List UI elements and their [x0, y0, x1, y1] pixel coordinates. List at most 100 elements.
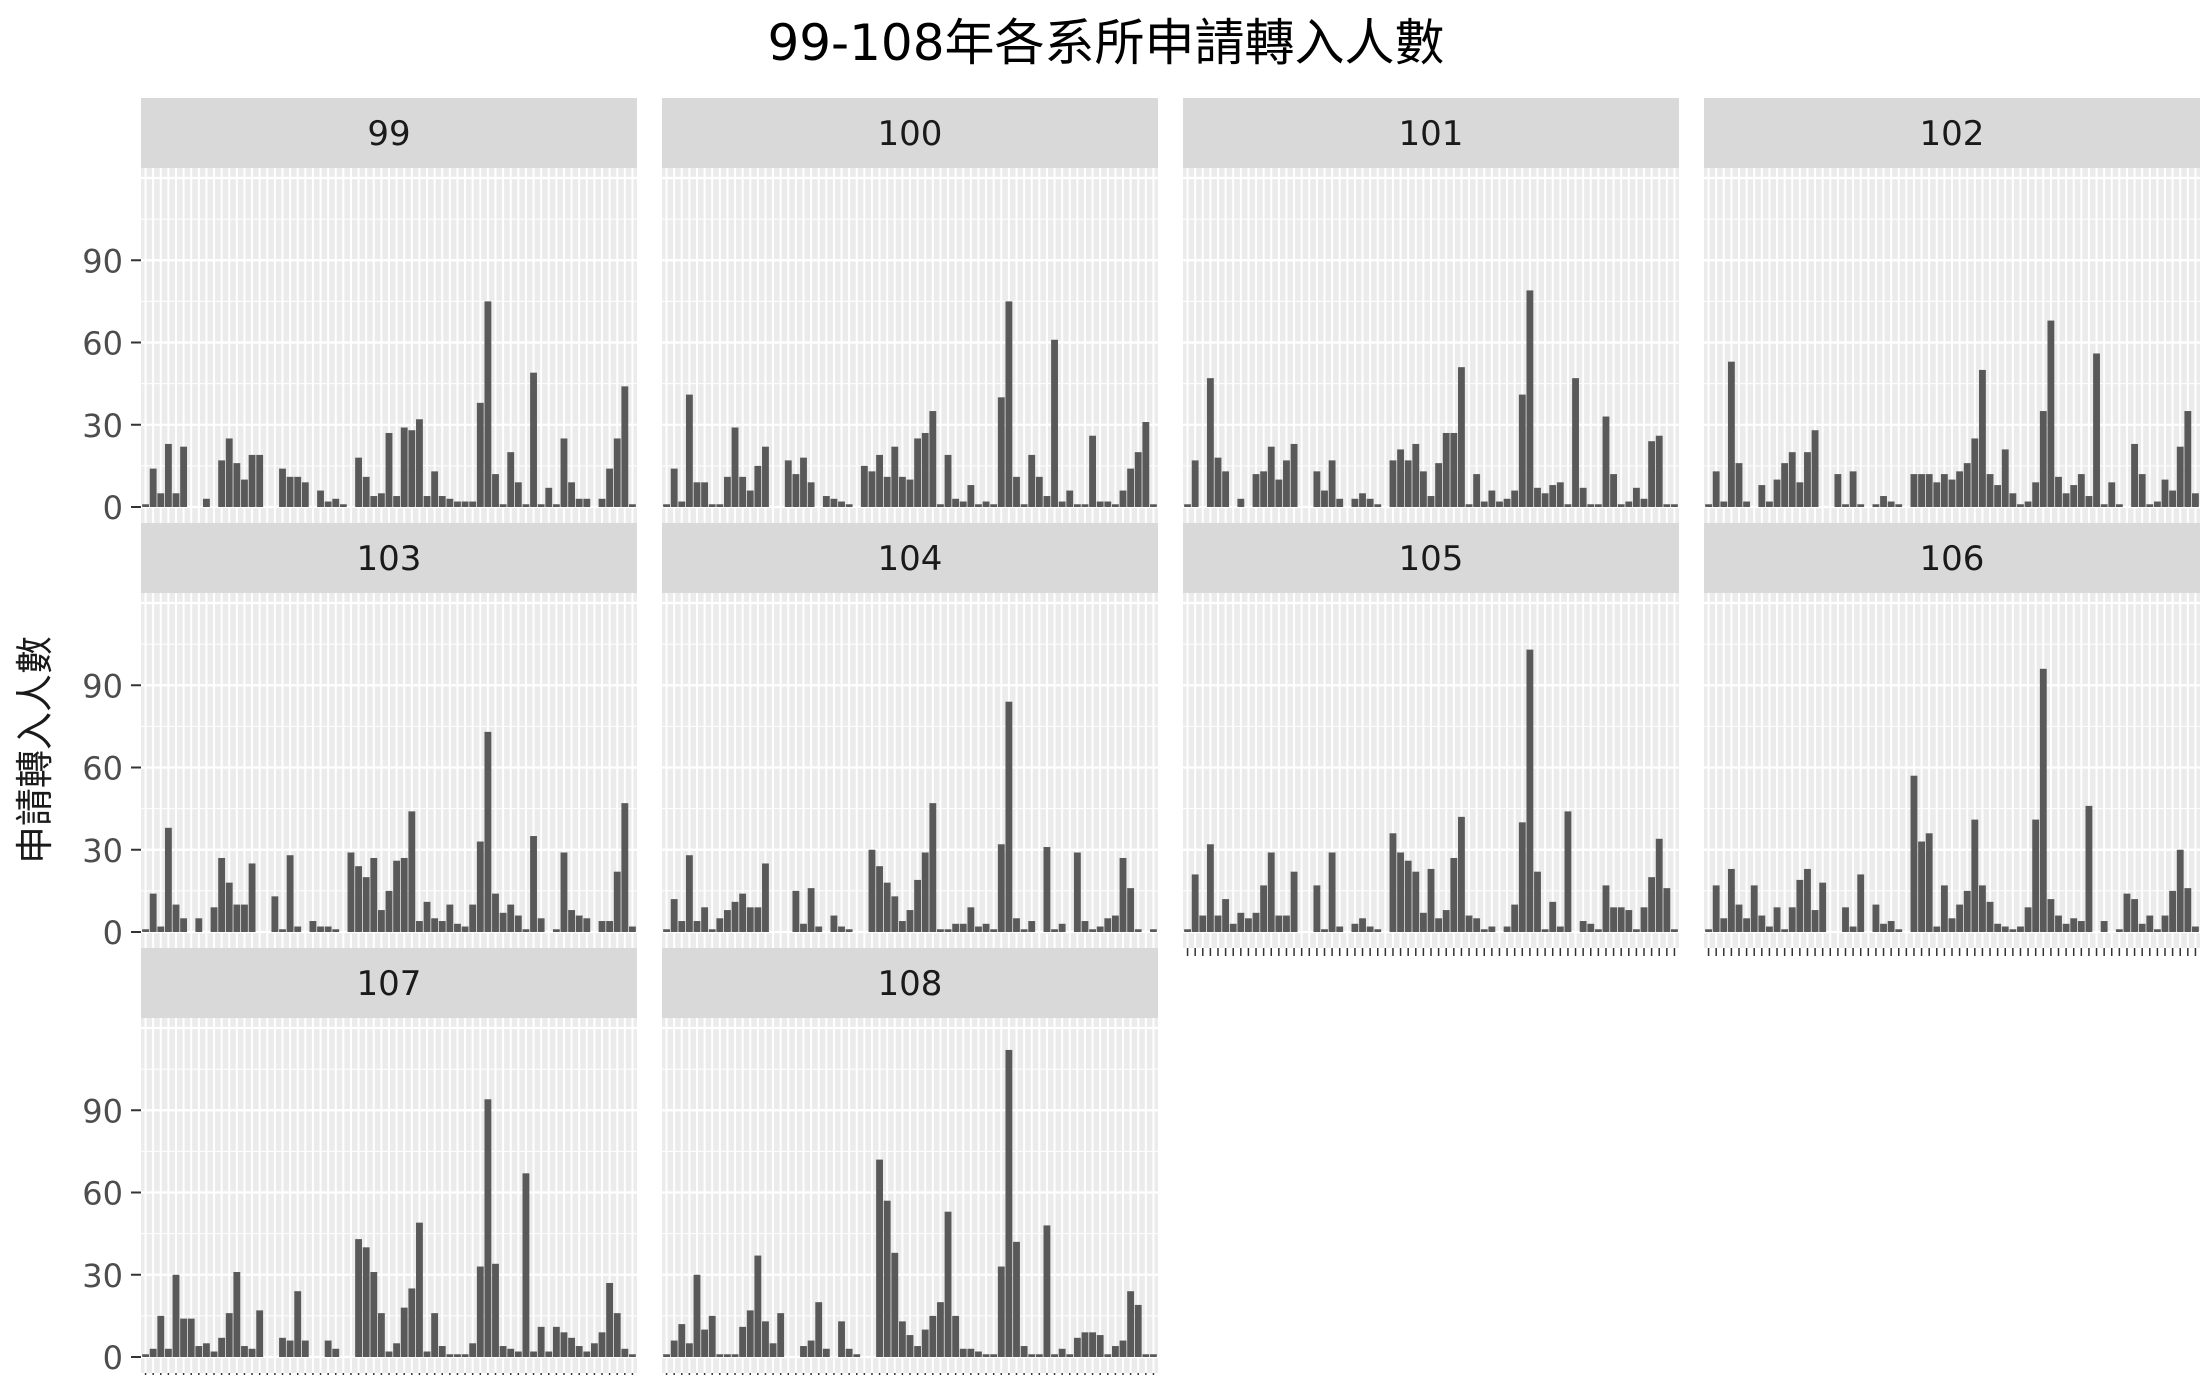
bar: [1111, 915, 1119, 932]
bar: [1872, 504, 1880, 507]
bar: [1720, 501, 1728, 507]
bar: [708, 929, 716, 932]
bar: [1933, 926, 1941, 932]
bar: [1640, 907, 1648, 932]
bar: [937, 504, 944, 507]
facet-strip: [662, 98, 1158, 168]
bar: [929, 803, 937, 932]
bar: [1043, 847, 1051, 932]
bar: [1245, 918, 1252, 932]
bar: [1404, 460, 1412, 507]
bar: [537, 918, 545, 932]
bar: [1887, 501, 1895, 507]
bar: [568, 910, 575, 932]
facet-strip: [1704, 98, 2200, 168]
bar: [701, 907, 709, 932]
bar: [446, 498, 454, 507]
bar: [1857, 874, 1865, 932]
bar: [218, 857, 226, 932]
bar: [218, 460, 226, 507]
bar: [1111, 504, 1119, 507]
bar: [1435, 463, 1443, 507]
bar: [1663, 504, 1671, 507]
bar: [1150, 1354, 1157, 1357]
bar: [142, 929, 149, 932]
bar: [2032, 482, 2040, 507]
bar: [1321, 929, 1328, 932]
bar: [1150, 504, 1157, 507]
bar: [324, 1340, 332, 1357]
bar: [629, 926, 636, 932]
bar: [1579, 487, 1587, 507]
bar: [944, 929, 952, 932]
facet-strip: [1183, 523, 1679, 593]
bar: [2115, 929, 2123, 932]
facet-strip-label: 108: [878, 964, 943, 1004]
bar: [959, 1348, 967, 1357]
bar: [1096, 1335, 1104, 1357]
bar: [1940, 474, 1948, 507]
bar: [1184, 504, 1191, 507]
bar: [621, 803, 629, 932]
bar: [1028, 454, 1036, 507]
bar: [1206, 844, 1214, 932]
bar: [724, 476, 731, 507]
bar: [762, 446, 769, 507]
bar: [1366, 926, 1374, 932]
bar: [256, 454, 264, 507]
bar: [499, 504, 507, 507]
bar: [921, 1329, 929, 1357]
bar: [1556, 926, 1564, 932]
bar: [762, 863, 769, 932]
bar: [317, 490, 324, 507]
bar: [1275, 915, 1283, 932]
bar: [1587, 923, 1595, 932]
bar: [370, 1272, 378, 1357]
bar: [1872, 904, 1880, 932]
bar: [1834, 474, 1842, 507]
bar: [1465, 504, 1473, 507]
bar: [142, 504, 149, 507]
bar: [2153, 929, 2161, 932]
bar: [1910, 474, 1918, 507]
bar: [1336, 498, 1344, 507]
bar: [2085, 496, 2093, 507]
bar: [492, 474, 499, 507]
bar: [1260, 471, 1268, 507]
bar: [583, 918, 591, 932]
bar: [385, 890, 393, 932]
bar: [921, 432, 929, 507]
bar: [1035, 476, 1043, 507]
bar: [1359, 493, 1366, 507]
bar: [2146, 915, 2154, 932]
bar: [1766, 501, 1773, 507]
bar: [522, 1173, 530, 1357]
bar: [180, 446, 188, 507]
bar: [883, 476, 891, 507]
bar: [1857, 504, 1865, 507]
bar: [1013, 1241, 1020, 1357]
bar: [716, 504, 724, 507]
bar: [2039, 668, 2047, 932]
bar: [929, 411, 937, 507]
bar: [708, 504, 716, 507]
bar: [180, 1318, 188, 1357]
bar: [492, 893, 499, 932]
bar: [1610, 474, 1617, 507]
bar: [1013, 918, 1020, 932]
bar: [1081, 504, 1089, 507]
facet-strip-label: 100: [878, 114, 943, 154]
facet-strip-label: 101: [1399, 114, 1464, 154]
bar: [286, 1340, 294, 1357]
bar: [937, 929, 944, 932]
bar: [1556, 482, 1564, 507]
bar: [853, 1354, 861, 1357]
bar: [1735, 904, 1743, 932]
bar: [225, 438, 233, 507]
bar: [339, 504, 347, 507]
bar: [1351, 923, 1359, 932]
bar: [754, 465, 762, 507]
bar: [362, 1247, 370, 1357]
bar: [731, 901, 739, 932]
bar: [492, 1263, 499, 1357]
